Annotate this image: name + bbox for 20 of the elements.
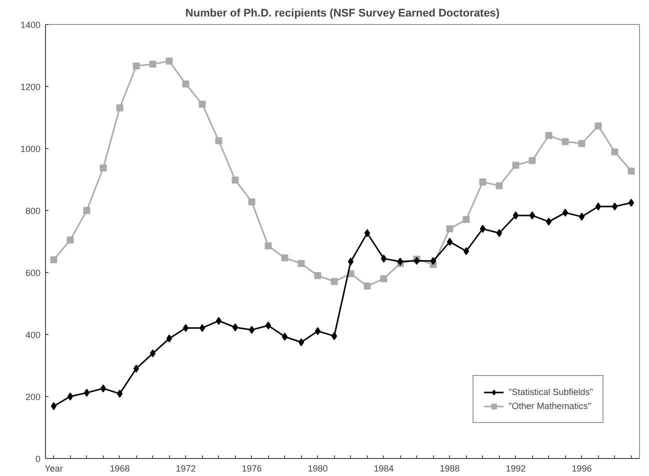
- y-tick-label: 200: [25, 392, 41, 402]
- x-tick-label: 1988: [440, 464, 460, 474]
- y-tick-label: 1000: [20, 144, 41, 154]
- y-tick-label: 1200: [20, 82, 41, 92]
- x-tick-label: Year: [44, 464, 63, 474]
- y-tick-label: 1400: [20, 20, 41, 30]
- x-tick-label: 1984: [374, 464, 394, 474]
- y-tick-label: 400: [25, 330, 41, 340]
- y-tick-label: 600: [25, 268, 41, 278]
- legend-label: "Statistical Subfields": [508, 386, 593, 398]
- x-tick-label: 1980: [308, 464, 328, 474]
- y-tick-label: 800: [25, 206, 41, 216]
- chart-title: Number of Ph.D. recipients (NSF Survey Earned Doctorates): [185, 8, 500, 20]
- x-tick-label: 1996: [572, 464, 592, 474]
- x-tick-label: 1992: [506, 464, 526, 474]
- x-tick-label: 1968: [110, 464, 130, 474]
- legend-label: "Other Mathematics": [508, 400, 591, 412]
- y-tick-label: 0: [35, 454, 41, 464]
- x-tick-label: 1976: [242, 464, 262, 474]
- x-tick-label: 1972: [176, 464, 196, 474]
